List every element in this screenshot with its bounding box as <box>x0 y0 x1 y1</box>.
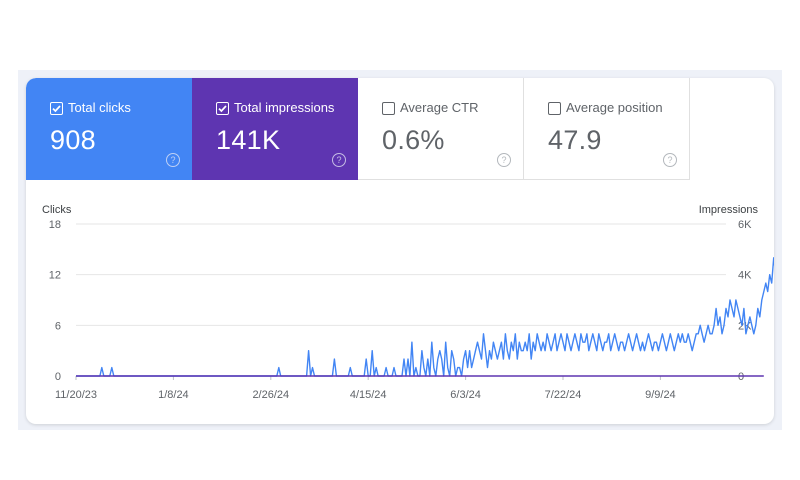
checkbox-checked-icon[interactable] <box>216 102 229 115</box>
clicks-series-line <box>76 257 774 377</box>
x-tick-label: 9/9/24 <box>645 389 676 401</box>
metric-label: Total clicks <box>68 100 131 115</box>
left-tick-label: 18 <box>49 219 61 231</box>
metric-average-ctr[interactable]: Average CTR 0.6% ? <box>358 78 524 180</box>
chart-svg: Clicks Impressions 1812606K4K2K011/20/23… <box>42 204 774 401</box>
series-lines <box>76 257 774 377</box>
metric-value: 0.6% <box>382 125 445 155</box>
x-tick-label: 1/8/24 <box>158 389 189 401</box>
checkbox-unchecked-icon[interactable] <box>382 102 395 115</box>
left-axis-title: Clicks <box>42 204 72 216</box>
right-tick-label: 4K <box>738 270 752 282</box>
metric-average-position[interactable]: Average position 47.9 ? <box>524 78 690 180</box>
metric-label: Average CTR <box>400 100 479 115</box>
metric-value: 908 <box>50 125 96 155</box>
left-tick-label: 0 <box>55 371 61 383</box>
metric-value: 47.9 <box>548 125 602 155</box>
performance-card: Total clicks 908 ? Total impressions 141… <box>26 78 774 424</box>
x-tick-label: 6/3/24 <box>450 389 481 401</box>
help-icon[interactable]: ? <box>663 153 677 167</box>
right-tick-label: 6K <box>738 219 752 231</box>
x-tick-label: 4/15/24 <box>350 389 387 401</box>
left-tick-label: 12 <box>49 270 61 282</box>
metric-label: Total impressions <box>234 100 335 115</box>
x-tick-label: 7/22/24 <box>545 389 582 401</box>
metric-tabs: Total clicks 908 ? Total impressions 141… <box>26 78 774 180</box>
metric-total-impressions[interactable]: Total impressions 141K ? <box>192 78 358 180</box>
right-axis-title: Impressions <box>699 204 759 216</box>
metric-total-clicks[interactable]: Total clicks 908 ? <box>26 78 192 180</box>
metric-label: Average position <box>566 100 663 115</box>
help-icon[interactable]: ? <box>332 153 346 167</box>
left-tick-label: 6 <box>55 320 61 332</box>
gridlines <box>76 223 726 377</box>
right-tick-label: 0 <box>738 371 744 383</box>
checkbox-unchecked-icon[interactable] <box>548 102 561 115</box>
metric-value: 141K <box>216 125 281 155</box>
checkbox-checked-icon[interactable] <box>50 102 63 115</box>
x-tick-label: 2/26/24 <box>252 389 289 401</box>
help-icon[interactable]: ? <box>497 153 511 167</box>
performance-chart: Clicks Impressions 18 12 6 0 6K 4K 2K 0 11/20/23… <box>26 180 774 424</box>
help-icon[interactable]: ? <box>166 153 180 167</box>
x-tick-label: 11/20/23 <box>55 389 97 401</box>
